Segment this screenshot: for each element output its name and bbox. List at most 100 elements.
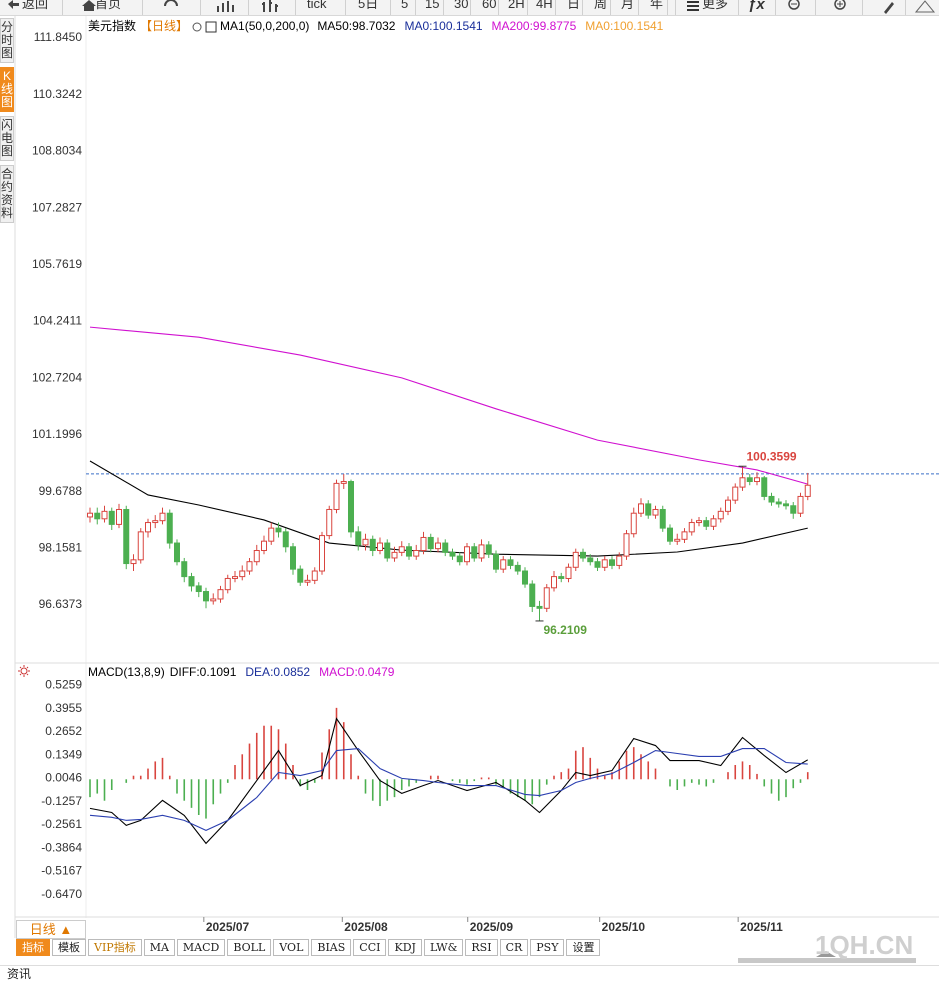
candle-body [377, 542, 383, 552]
candle-body [420, 536, 427, 552]
toolbar-button[interactable]: 年 [650, 0, 664, 11]
indicator-line [89, 748, 808, 831]
side-tab[interactable]: 分时图 [0, 18, 14, 63]
indicator-tab[interactable]: MACD [176, 939, 226, 956]
candle-body [507, 559, 514, 566]
y-tick-label: 96.6373 [39, 597, 83, 611]
y-tick-label: -0.2561 [41, 817, 82, 831]
toolbar-icons: ƒx [8, 0, 936, 14]
indicator-tab[interactable]: MA [143, 939, 175, 956]
period-tab[interactable]: 日线 ▲ [16, 920, 86, 939]
y-tick-label: 0.0046 [45, 771, 82, 785]
candle-body [543, 587, 550, 609]
toolbar-button[interactable]: 2H [508, 0, 525, 11]
toolbar-separator [470, 0, 471, 15]
indicator-tab[interactable]: VOL [273, 939, 310, 956]
side-tab[interactable]: 合约资料 [0, 165, 14, 223]
indicator-tab[interactable]: CCI [353, 939, 387, 956]
toolbar-button[interactable]: tick [307, 0, 327, 11]
indicator-tab[interactable]: 指标 [16, 939, 50, 956]
candle-body [616, 555, 623, 566]
toolbar-button[interactable]: 更多 [702, 0, 729, 11]
y-tick-label: 110.3242 [33, 87, 82, 101]
toolbar-button[interactable]: 日 [567, 0, 581, 11]
legend-item: MA50:98.7032 [317, 19, 395, 33]
y-tick-label: 108.8034 [32, 144, 82, 158]
indicator-tab[interactable]: VIP指标 [88, 939, 142, 956]
toolbar-separator [638, 0, 639, 15]
toolbar-button[interactable]: 返回 [22, 0, 49, 11]
y-tick-label: 99.6788 [39, 484, 83, 498]
indicator-tab[interactable]: 设置 [566, 939, 601, 956]
candle-body [594, 561, 601, 568]
indicator-tab[interactable]: KDJ [388, 939, 422, 956]
toolbar-button[interactable]: 4H [536, 0, 553, 11]
indicator-tab[interactable]: PSY [530, 939, 565, 956]
toolbar-separator [555, 0, 556, 15]
candle-body [572, 551, 579, 568]
toolbar-button[interactable]: 首页 [95, 0, 122, 11]
scrollbar[interactable] [738, 958, 916, 963]
x-tick-label: 2025/07 [206, 920, 250, 934]
candle-body [536, 605, 543, 609]
y-tick-label: 0.3955 [45, 701, 82, 715]
candle-body [304, 579, 311, 583]
toolbar-button[interactable]: 30 [454, 0, 469, 11]
indicator-tab[interactable]: BOLL [227, 939, 272, 956]
chart-title: MACD(13,8,9) [88, 665, 165, 679]
collapse-icon[interactable] [192, 22, 202, 32]
scroll-arrow[interactable] [816, 951, 836, 957]
candle-body [630, 512, 637, 535]
candle-body [406, 546, 412, 557]
toolbar-button[interactable]: 月 [621, 0, 635, 11]
candle-body [558, 576, 565, 579]
candle-body [790, 505, 797, 514]
toolbar-button[interactable]: 15 [425, 0, 440, 11]
toolbar-separator [862, 0, 863, 15]
candle-body [152, 520, 159, 524]
candle-body [659, 508, 666, 529]
toolbar-button[interactable]: 5日 [358, 0, 379, 11]
status-tab[interactable]: 资讯 [7, 967, 32, 981]
candle-body [609, 559, 615, 566]
toolbar-button[interactable]: 60 [482, 0, 497, 11]
candle-body [348, 481, 354, 533]
indicator-tab[interactable]: LW& [423, 939, 464, 956]
candle-body [398, 546, 405, 553]
side-tab[interactable]: K线图 [0, 67, 14, 112]
settings-icon[interactable] [18, 665, 30, 677]
y-tick-label: -0.6470 [41, 887, 82, 901]
candle-body [261, 540, 267, 552]
candle-body [224, 577, 231, 591]
candle-body [601, 559, 608, 568]
candle-body [290, 546, 296, 570]
legend-item: MACD:0.0479 [319, 665, 395, 679]
candle-body [130, 559, 137, 565]
watermark: 1QH.CN [815, 930, 914, 960]
indicator-tab[interactable]: BIAS [311, 939, 352, 956]
candle-body [413, 550, 420, 557]
toolbar-separator [667, 0, 668, 15]
toolbar-separator [775, 0, 776, 15]
candle-body [159, 512, 166, 522]
candle-body [340, 481, 347, 484]
candle-body [116, 508, 122, 525]
candle-body [442, 542, 449, 553]
indicator-tab[interactable]: CR [499, 939, 529, 956]
candle-body [623, 533, 630, 557]
indicator-line [89, 326, 808, 485]
toolbar-separator [582, 0, 583, 15]
toolbar-button[interactable]: 5 [401, 0, 409, 11]
svg-text:ƒx: ƒx [748, 0, 765, 13]
candle-body [268, 527, 275, 542]
indicator-tab[interactable]: RSI [465, 939, 498, 956]
side-tab[interactable]: 闪电图 [0, 116, 14, 161]
y-tick-label: 0.5259 [45, 678, 82, 692]
candle-body [732, 486, 739, 501]
toolbar-separator [738, 0, 739, 15]
toolbar-button[interactable]: 周 [594, 0, 608, 11]
candle-body [739, 477, 746, 488]
indicator-tab[interactable]: 模板 [52, 939, 86, 956]
toolbar-separator [815, 0, 816, 15]
